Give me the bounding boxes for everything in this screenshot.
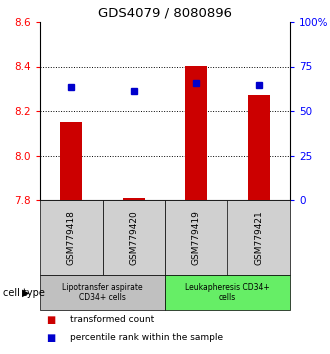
Text: GSM779419: GSM779419 (192, 210, 201, 265)
Text: GSM779418: GSM779418 (67, 210, 76, 265)
Text: GSM779420: GSM779420 (129, 210, 138, 265)
Bar (248, 96, 270, 200)
Text: Leukapheresis CD34+
cells: Leukapheresis CD34+ cells (185, 283, 270, 302)
Bar (123, 198, 145, 200)
Bar (185, 67, 207, 200)
Text: transformed count: transformed count (70, 315, 154, 325)
Bar (60, 122, 82, 200)
Text: GSM779421: GSM779421 (254, 210, 263, 265)
Text: cell type: cell type (3, 287, 45, 297)
Text: percentile rank within the sample: percentile rank within the sample (70, 333, 223, 343)
Text: ■: ■ (47, 333, 56, 343)
Title: GDS4079 / 8080896: GDS4079 / 8080896 (98, 6, 232, 19)
Text: Lipotransfer aspirate
CD34+ cells: Lipotransfer aspirate CD34+ cells (62, 283, 143, 302)
Text: ■: ■ (47, 315, 56, 325)
Text: ▶: ▶ (22, 287, 29, 297)
